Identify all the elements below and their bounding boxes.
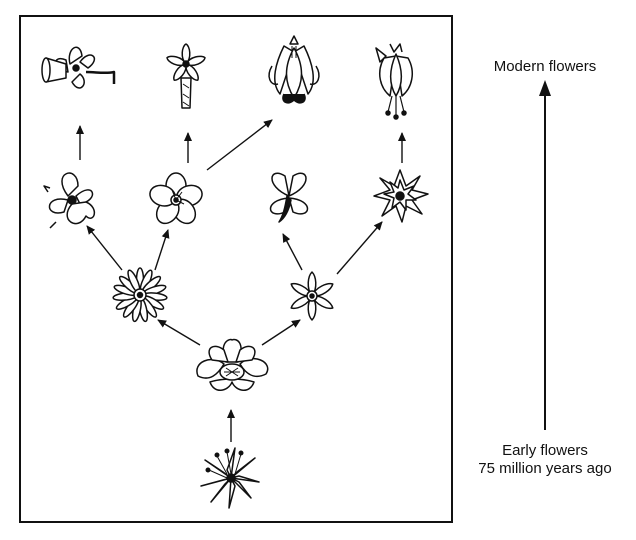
daisy-flower-icon (112, 267, 168, 323)
early-flower-icon (200, 447, 260, 509)
flower-d-icon (373, 169, 429, 223)
arrow-left-daisy-to-flower-a (86, 225, 123, 271)
magnolia-flower-icon (196, 338, 269, 391)
flower-a-icon (43, 172, 96, 229)
arrow-right-star-to-flower-d (336, 221, 383, 275)
modern-flower-3-icon (268, 35, 320, 104)
modern-flowers-label: Modern flowers (493, 58, 597, 75)
arrow-flower-b-to-modern-3 (206, 119, 273, 171)
flower-c-icon (269, 172, 309, 223)
modern-flower-4-icon (375, 43, 414, 120)
early-flowers-line2: 75 million years ago (478, 460, 612, 477)
arrow-right-star-to-flower-c (282, 233, 303, 271)
early-flowers-label: Early flowers 75 million years ago (460, 442, 630, 478)
diagram-frame (19, 15, 453, 523)
arrow-magnolia-to-left-daisy (157, 319, 201, 346)
arrow-magnolia-to-right-star (261, 319, 301, 346)
star-flower-icon (290, 271, 334, 321)
timeline-arrowhead-icon (539, 80, 551, 96)
modern-flower-2-icon (166, 43, 206, 109)
modern-flower-1-icon (41, 46, 116, 89)
flower-b-icon (149, 172, 203, 225)
arrow-left-daisy-to-flower-b (154, 229, 170, 271)
early-flowers-line1: Early flowers (502, 442, 588, 459)
